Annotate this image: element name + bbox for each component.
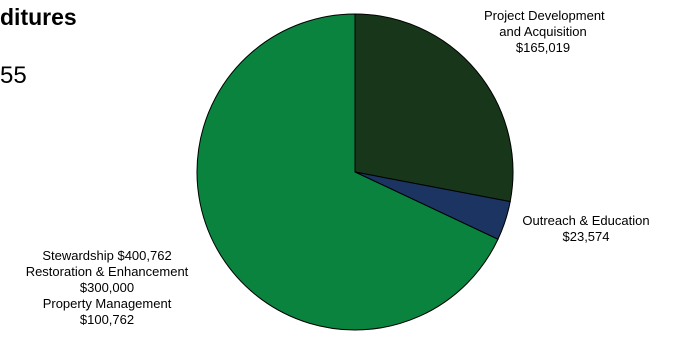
slice-label-project-development: Project Development and Acquisition $165… — [484, 8, 605, 56]
pie-slice-stewardship — [196, 13, 499, 331]
label-line: Restoration & Enhancement — [25, 264, 189, 279]
label-line: $300,000 — [79, 280, 135, 295]
label-line: Outreach & Education — [522, 213, 650, 228]
label-line: Project Development — [484, 8, 605, 23]
chart-title: ditures — [0, 4, 77, 30]
label-line: Property Management — [42, 296, 172, 311]
chart-subtitle: 55 — [0, 62, 27, 89]
label-line: Stewardship $400,762 — [42, 248, 172, 263]
label-line: $23,574 — [562, 229, 610, 244]
label-line: $100,762 — [79, 312, 135, 327]
slice-label-stewardship: Stewardship $400,762 Restoration & Enhan… — [2, 248, 212, 328]
label-line: and Acquisition — [499, 24, 587, 39]
pie-slice-project-development-and-acquisition — [354, 13, 514, 203]
slice-label-outreach-education: Outreach & Education $23,574 — [512, 213, 660, 245]
label-line: $165,019 — [515, 40, 571, 55]
